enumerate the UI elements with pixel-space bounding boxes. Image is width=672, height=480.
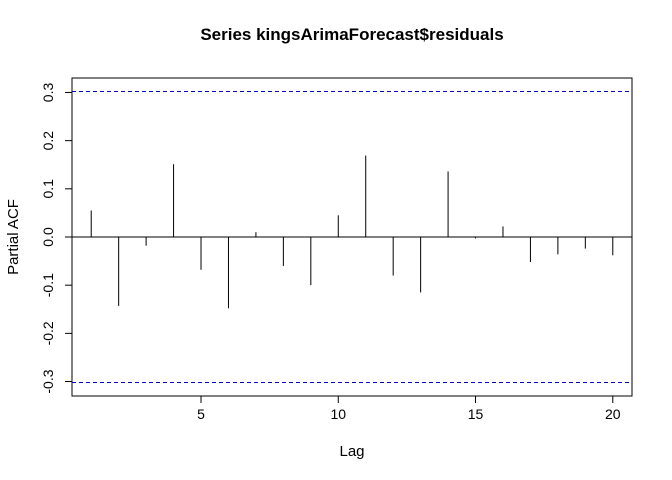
x-tick-label: 5 [197,406,205,422]
y-tick-label: 0.0 [40,227,56,247]
x-axis-label: Lag [339,443,364,460]
y-tick-label: 0.3 [40,83,56,103]
confidence-bounds [72,90,632,384]
x-tick-label: 15 [468,406,484,422]
x-tick-label: 20 [605,406,621,422]
y-tick-label: 0.2 [40,131,56,151]
y-tick-label: -0.1 [40,273,56,297]
x-tick-label: 10 [330,406,346,422]
chart-title: Series kingsArimaForecast$residuals [200,25,503,44]
pacf-bars [90,155,614,309]
y-tick-label: -0.2 [40,321,56,345]
y-tick-label: -0.3 [40,369,56,393]
y-axis-label: Partial ACF [5,199,22,275]
y-tick-label: 0.1 [40,179,56,199]
x-axis: 5 10 15 20 [197,395,621,422]
y-axis: -0.3 -0.2 -0.1 0.0 0.1 0.2 0.3 [40,83,73,394]
